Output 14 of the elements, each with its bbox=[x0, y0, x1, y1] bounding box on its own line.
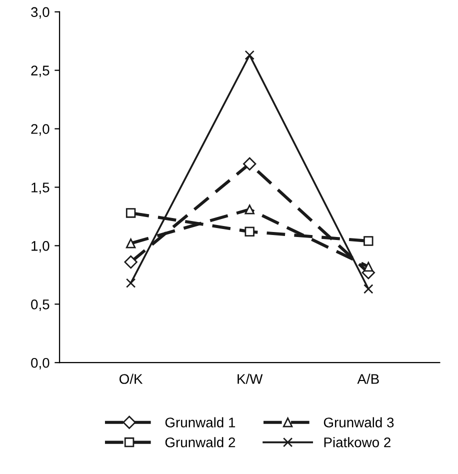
y-tick-label: 0,0 bbox=[31, 358, 50, 370]
y-tick-label: 1,0 bbox=[32, 241, 50, 252]
legend-label: Piatkowo 2 bbox=[324, 437, 390, 448]
y-tick-label: 3,0 bbox=[31, 7, 50, 19]
y-tick-label: 0,5 bbox=[31, 299, 50, 311]
legend-label: Grunwald 3 bbox=[324, 417, 394, 428]
y-tick-label: 2,0 bbox=[31, 124, 50, 136]
y-tick-label: 2,5 bbox=[31, 66, 50, 78]
x-tick-label: A/B bbox=[357, 374, 379, 384]
x-tick-label: O/K bbox=[120, 374, 143, 384]
legend-label: Grunwald 2 bbox=[165, 437, 236, 448]
legend-label: Grunwald 1 bbox=[165, 417, 236, 428]
y-tick-label: 1,5 bbox=[32, 182, 50, 194]
x-tick-label: K/W bbox=[238, 374, 263, 384]
